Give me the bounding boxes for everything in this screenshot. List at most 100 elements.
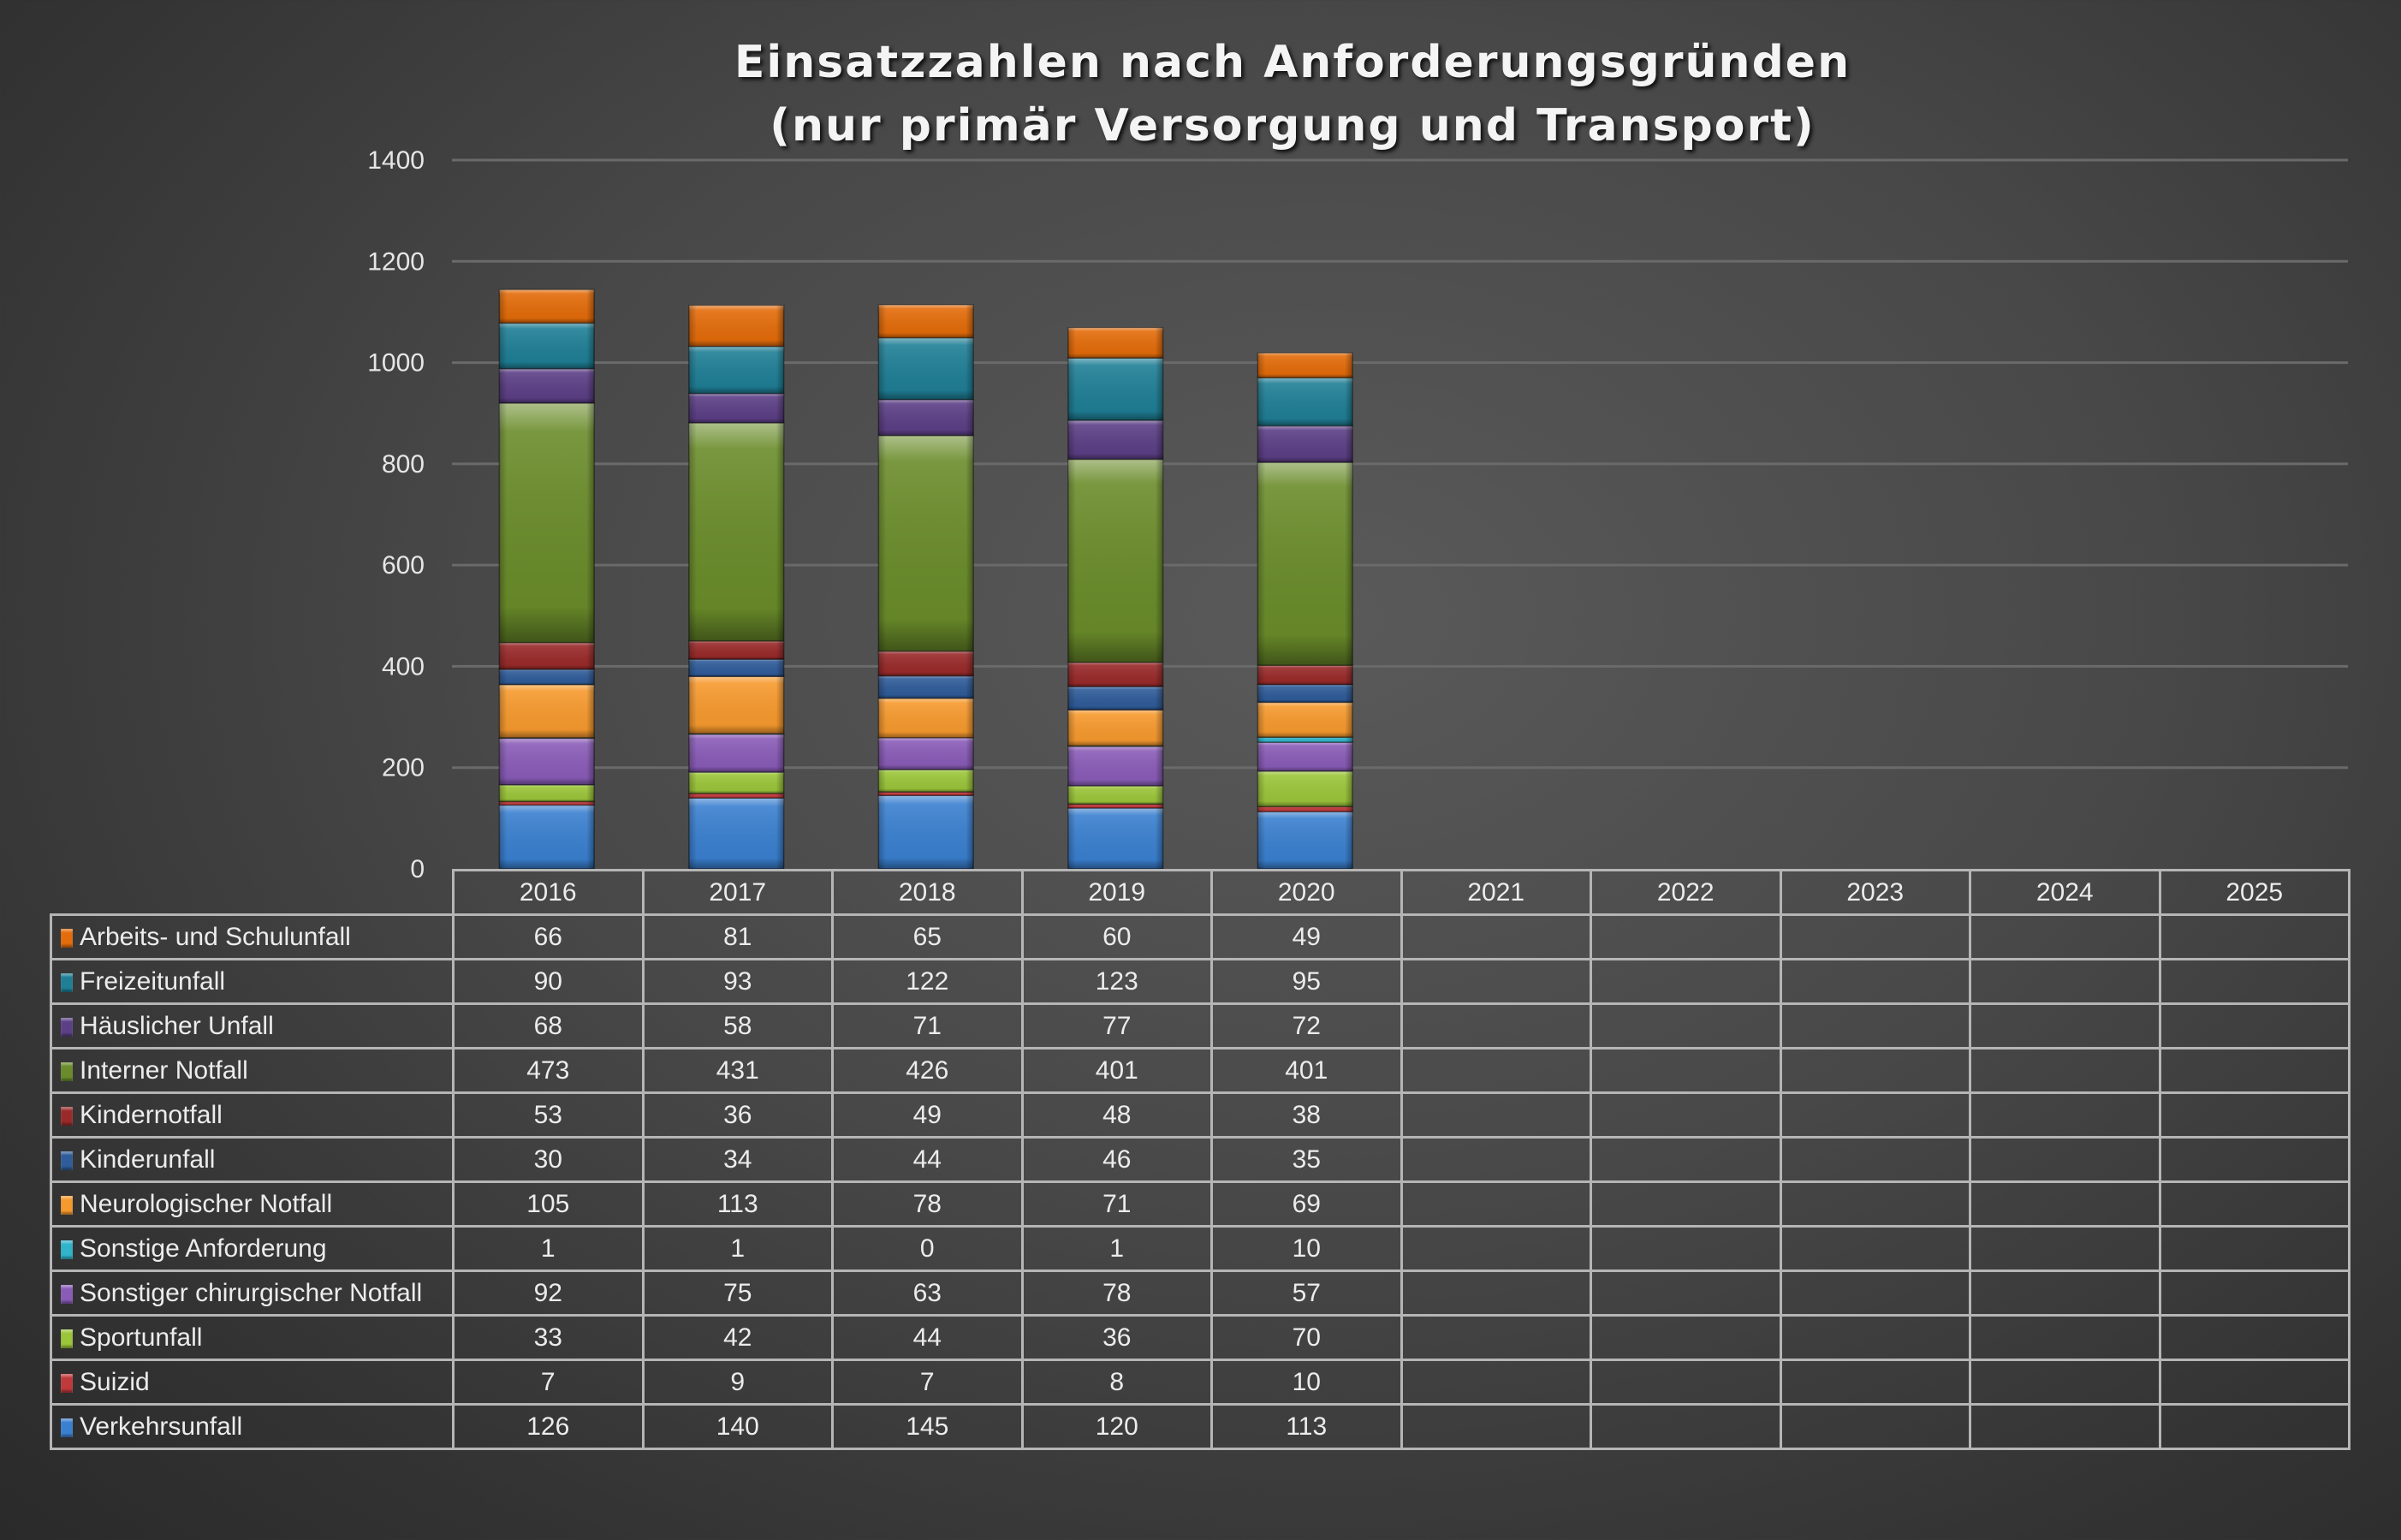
table-cell: 38: [1210, 1091, 1403, 1139]
series-label: Sonstige Anforderung: [50, 1225, 455, 1272]
table-cell: [1590, 1359, 1782, 1406]
y-tick-label: 200: [382, 754, 425, 782]
series-name: Arbeits- und Schulunfall: [80, 922, 351, 951]
bar-segment: [877, 769, 974, 793]
table-cell: [1400, 1047, 1592, 1094]
series-label: Sonstiger chirurgischer Notfall: [50, 1269, 455, 1317]
bar-bevel: [1257, 812, 1353, 869]
table-cell: 1: [452, 1225, 645, 1272]
table-cell: 49: [1210, 913, 1403, 960]
table-cell: 75: [641, 1269, 834, 1317]
series-label: Kinderunfall: [50, 1136, 455, 1183]
bar-bevel: [1067, 687, 1163, 711]
bar-segment: [1257, 461, 1353, 666]
bar-bevel: [1257, 462, 1353, 666]
bar-segment: [688, 392, 785, 424]
bar-bevel: [878, 651, 974, 676]
legend-key-icon: [61, 1373, 73, 1393]
table-cell: [1779, 1225, 1971, 1272]
table-cell: [1969, 913, 2161, 960]
table-cell: 90: [452, 958, 645, 1005]
table-cell: [2158, 1359, 2350, 1406]
bar-bevel: [688, 676, 784, 734]
bar-bevel: [1067, 459, 1163, 663]
table-cell: [1969, 1269, 2161, 1317]
table-cell: 48: [1020, 1091, 1213, 1139]
bar-bevel: [878, 792, 974, 796]
bar-bevel: [688, 734, 784, 773]
table-cell: [1400, 1403, 1592, 1450]
table-cell: [1969, 1403, 2161, 1450]
table-cell: 69: [1210, 1180, 1403, 1228]
bar-bevel: [499, 402, 595, 643]
bar-segment: [877, 434, 974, 652]
bar-segment: [1257, 683, 1353, 704]
table-cell: 1: [1020, 1225, 1213, 1272]
table-cell: 431: [641, 1047, 834, 1094]
legend-key-icon: [61, 972, 73, 992]
table-cell: [1969, 1225, 2161, 1272]
bar-segment: [688, 675, 785, 734]
bar-bevel: [878, 675, 974, 699]
bar-bevel: [499, 669, 595, 685]
table-cell: [1400, 1314, 1592, 1361]
bar-bevel: [688, 346, 784, 394]
chart-subtitle: (nur primär Versorgung und Transport): [770, 100, 1816, 152]
table-cell: 66: [452, 913, 645, 960]
bar-bevel: [878, 770, 974, 793]
legend-key-icon: [61, 1017, 73, 1037]
table-row: Sportunfall 33 42 44 36 70: [50, 1314, 2350, 1361]
table-cell: 0: [831, 1225, 1024, 1272]
bar-bevel: [1067, 808, 1163, 869]
table-cell: [1779, 1314, 1971, 1361]
chart-title: Einsatzzahlen nach Anforderungsgründen (…: [0, 31, 2401, 158]
bar-segment: [1257, 701, 1353, 738]
table-cell: [1400, 1136, 1592, 1183]
bar-bevel: [878, 435, 974, 651]
bar-stack-2017: [688, 304, 785, 870]
bar-bevel: [1257, 737, 1353, 743]
bar-bevel: [1067, 710, 1163, 746]
series-name: Kindernotfall: [80, 1100, 223, 1129]
bar-bevel: [499, 642, 595, 669]
table-cell: [1590, 1314, 1782, 1361]
table-cell: 7: [831, 1359, 1024, 1406]
bar-segment: [1257, 736, 1353, 743]
table-cell: [2158, 1047, 2350, 1094]
bar-bevel: [499, 368, 595, 403]
legend-key-icon: [61, 1240, 73, 1259]
bar-segment: [1067, 746, 1164, 787]
bar-bevel: [1067, 746, 1163, 787]
table-cell: [2158, 1314, 2350, 1361]
table-cell: [2158, 1269, 2350, 1317]
column-header-year: 2019: [1020, 869, 1213, 916]
table-cell: 49: [831, 1091, 1024, 1139]
table-cell: 30: [452, 1136, 645, 1183]
table-cell: 123: [1020, 958, 1213, 1005]
table-cell: 140: [641, 1403, 834, 1450]
table-cell: 1: [641, 1225, 834, 1272]
bar-bevel: [688, 393, 784, 423]
bar-segment: [498, 367, 595, 404]
bar-bevel: [688, 793, 784, 799]
bar-segment: [877, 794, 974, 870]
table-cell: 77: [1020, 1002, 1213, 1049]
bar-segment: [877, 398, 974, 437]
table-cell: 10: [1210, 1225, 1403, 1272]
table-cell: [1779, 958, 1971, 1005]
bar-bevel: [1067, 662, 1163, 687]
table-corner: [51, 870, 455, 916]
table-cell: [1590, 1047, 1782, 1094]
bar-bevel: [1257, 806, 1353, 812]
data-table: 2016 2017 2018 2019 2020 2021 2022 2023 2024 2025…: [50, 869, 2350, 1450]
bar-segment: [1067, 807, 1164, 870]
table-cell: [1969, 1359, 2161, 1406]
table-cell: [1400, 958, 1592, 1005]
table-cell: 53: [452, 1091, 645, 1139]
table-cell: 95: [1210, 958, 1403, 1005]
table-cell: [1779, 1002, 1971, 1049]
bar-bevel: [1257, 770, 1353, 807]
legend-key-icon: [61, 1418, 73, 1437]
table-cell: [1969, 1180, 2161, 1228]
